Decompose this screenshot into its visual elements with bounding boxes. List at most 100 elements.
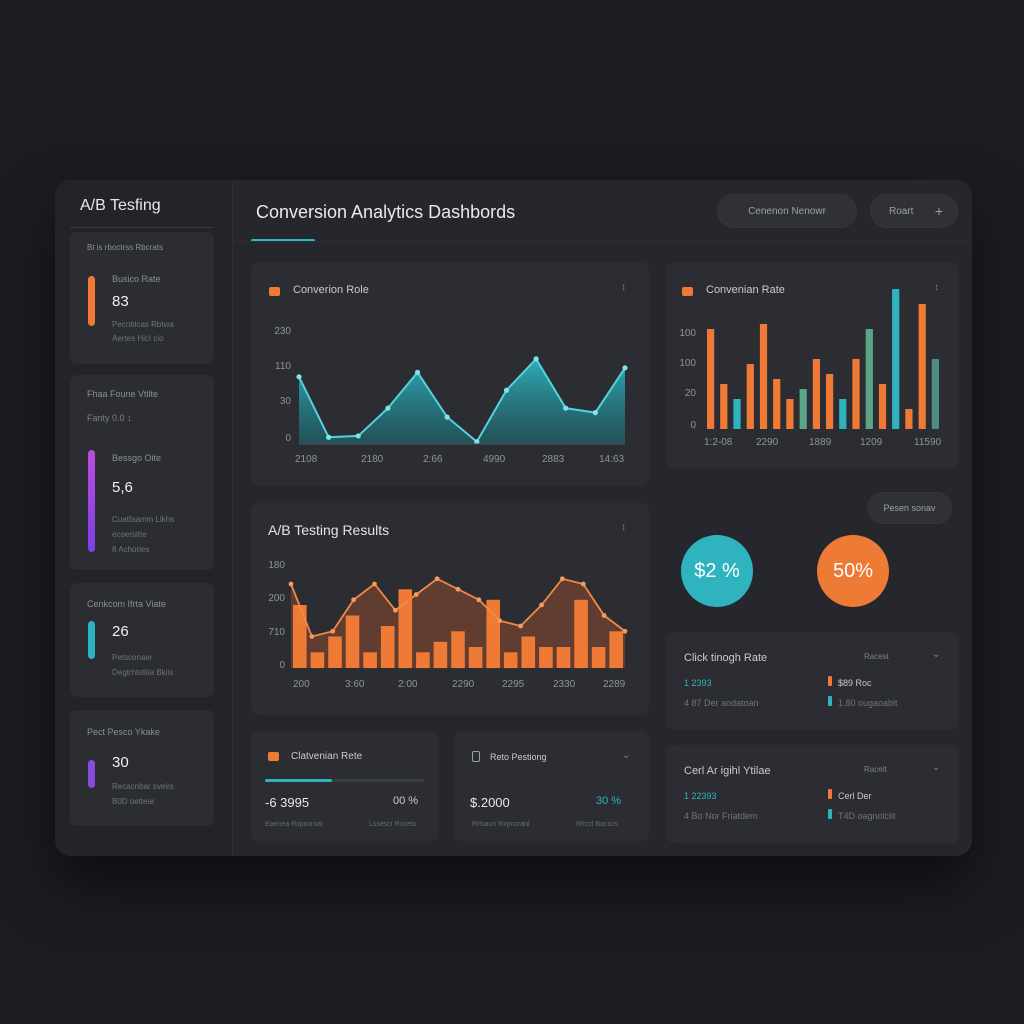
filter-button[interactable]: Cenenon Nenowr	[717, 194, 857, 228]
area-point	[414, 369, 421, 375]
row-right: Cerl Der	[838, 791, 872, 801]
area-point	[563, 405, 569, 411]
ab-point	[309, 634, 315, 639]
sidebar-card-value: 30	[112, 754, 129, 771]
ab-bar	[556, 647, 571, 668]
card-title: Reto Pestiong	[490, 752, 547, 762]
x-tick: 1889	[809, 437, 832, 448]
ab-bar	[293, 605, 307, 668]
panel-title: Convenian Rate	[706, 284, 785, 296]
row-right: 1.80 ougaoabit	[838, 698, 898, 708]
rate-testing-card: Reto Pestiong ⌄ $.2000 30 % Rrlsaun Rxpc…	[454, 731, 649, 841]
ab-bar	[310, 652, 325, 669]
x-tick: 14:63	[599, 454, 625, 465]
sort-icon[interactable]: ↕	[621, 282, 626, 293]
rate-bar	[905, 409, 913, 429]
card-foot: Rrlsaun Rxpcoranl	[472, 821, 530, 828]
click-through-panel: Click tinogh Rate Racest ⌄ 1 2393 $89 Ro…	[666, 632, 959, 730]
row-left: 1 22393	[684, 791, 717, 801]
sidebar-card-sub: ecoersitte	[112, 530, 147, 539]
ab-bar	[503, 652, 518, 669]
area-fill	[299, 358, 625, 444]
row-right: $89 Roc	[838, 678, 872, 688]
sidebar-card-sub: Petsconaer	[112, 653, 153, 662]
ab-point	[288, 581, 294, 587]
dashboard-window: A/B Tesfing Bt is rboctrss Rbcrats Busic…	[55, 180, 972, 856]
x-tick: 3:60	[345, 679, 365, 690]
cost-per-view-panel: Cerl Ar igihl Ytilae Racelt ⌄ 1 22393 Ce…	[666, 745, 959, 843]
panel-title: Cerl Ar igihl Ytilae	[684, 765, 771, 777]
ab-bar	[363, 652, 377, 669]
sidebar-card-title: Busico Rate	[112, 274, 161, 284]
rate-bar	[826, 374, 834, 429]
row-marker	[828, 789, 832, 799]
panel-title: A/B Testing Results	[268, 522, 390, 538]
sidebar-card-pect[interactable]: Pect Pesco Ykake 30 Recacnbar sveirs B0D…	[70, 710, 214, 826]
ab-bar	[380, 626, 395, 668]
y-tick: 710	[268, 627, 285, 638]
x-tick: 4990	[483, 454, 506, 465]
ab-bar	[539, 647, 553, 668]
briefcase-icon	[682, 287, 693, 296]
sidebar-card-sub: Cuatfaamm Llkhs	[112, 515, 175, 524]
x-tick: 1209	[860, 437, 883, 448]
x-tick: 2295	[502, 679, 525, 690]
ab-point	[455, 586, 461, 592]
ab-point	[476, 597, 482, 603]
panel-title: Click tinogh Rate	[684, 652, 768, 664]
sort-icon[interactable]: ↕	[621, 522, 626, 533]
chevron-down-icon[interactable]: ⌄	[932, 762, 941, 773]
sidebar-card-sub: B0D oettear	[112, 797, 155, 806]
x-tick: 2180	[361, 454, 384, 465]
y-tick: 180	[268, 560, 285, 571]
card-title: Clatvenian Rete	[291, 751, 363, 762]
card-foot: Eaenea Rxpcoroat	[265, 821, 323, 828]
y-tick: 0	[279, 660, 285, 671]
ab-bar	[451, 631, 465, 669]
rate-bar	[799, 389, 807, 429]
ab-results-chart	[288, 576, 628, 669]
chevron-down-icon[interactable]: ⌄	[622, 750, 631, 761]
plus-icon[interactable]: +	[934, 203, 943, 219]
card-percent: 30 %	[596, 795, 622, 807]
sidebar-card-busico-rate[interactable]: Bt is rboctrss Rbcrats Busico Rate 83 Pe…	[70, 232, 214, 364]
row-marker	[828, 809, 832, 819]
sidebar-card-accent	[88, 276, 95, 326]
ab-bar	[574, 599, 588, 669]
sidebar-card-sub: Aertes HicI cio	[112, 334, 164, 343]
ab-point	[601, 613, 607, 618]
y-tick: 230	[274, 326, 291, 337]
rate-bar	[931, 359, 939, 429]
sidebar-card-fhaa[interactable]: Fhaa Foune Vtilte Fanty 0.0 ↕ Bessgo Oit…	[70, 375, 214, 570]
chevron-down-icon[interactable]: ⌄	[932, 649, 941, 660]
rate-bar	[773, 379, 781, 429]
row-left: 1 2393	[684, 678, 712, 688]
panel-label: Racelt	[864, 765, 887, 774]
sidebar-card-cenkcom[interactable]: Cenkcom Ifrta Viate 26 Petsconaer Degtrh…	[70, 583, 214, 697]
ab-bar	[591, 647, 606, 668]
x-tick: 200	[293, 679, 310, 690]
area-line	[298, 357, 626, 444]
sidebar: A/B Tesfing Bt is rboctrss Rbcrats Busic…	[55, 180, 233, 856]
sidebar-card-sub: Degtrhtslitia Bkiis	[112, 668, 174, 677]
ab-bar	[468, 647, 483, 668]
area-point	[296, 374, 302, 380]
sidebar-card-value: 26	[112, 623, 129, 640]
ab-point	[372, 581, 377, 587]
card-value: $.2000	[470, 795, 510, 810]
persons-button[interactable]: Pesen sonav	[867, 492, 952, 524]
sidebar-card-value: 83	[112, 293, 129, 310]
sidebar-card-title: Pect Pesco Ykake	[87, 727, 160, 737]
sidebar-card-label: Bessgo Oite	[112, 453, 162, 463]
sidebar-card-accent	[88, 760, 95, 788]
y-tick: 110	[275, 361, 291, 372]
x-tick: 2290	[452, 679, 475, 690]
ab-bar	[521, 636, 536, 668]
report-button[interactable]: Roart +	[870, 194, 958, 228]
sort-icon[interactable]: ↕	[934, 282, 939, 293]
rate-bar	[759, 324, 768, 429]
rate-bar	[707, 329, 715, 429]
conversion-bar-chart	[707, 289, 939, 429]
rate-bar	[786, 399, 794, 429]
x-tick: 1:2-08	[704, 437, 733, 448]
